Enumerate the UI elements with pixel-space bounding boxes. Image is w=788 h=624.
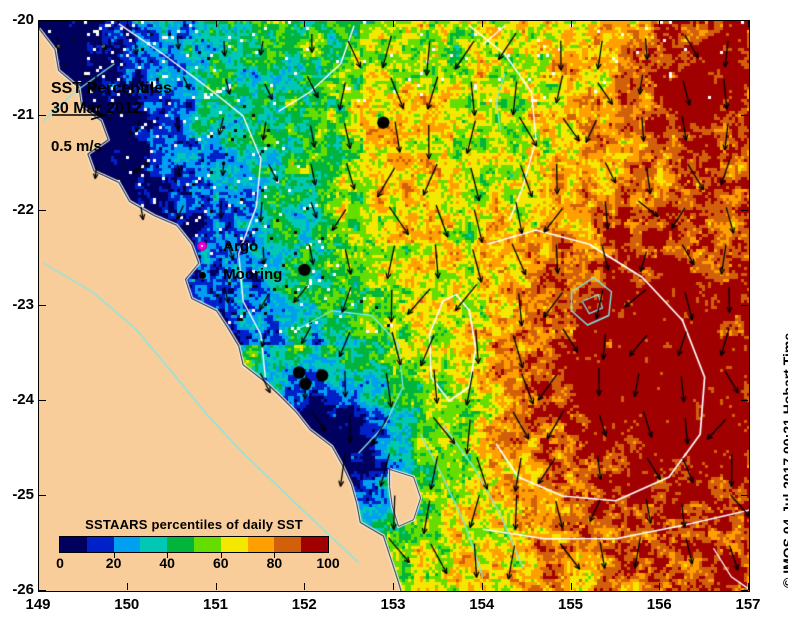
colorbar-tick-60: 60 <box>213 555 229 571</box>
credit-text: © IMOS 04-Jul-2017 00:21 Hobart Time <box>780 332 788 588</box>
legend-item-mooring: Mooring <box>189 261 282 289</box>
point-legend: Argo Mooring <box>189 233 282 289</box>
colorbar-band-4 <box>167 537 194 552</box>
x-axis-tickmark <box>393 583 394 590</box>
y-axis-tick--25: -25 <box>12 486 34 503</box>
colorbar-band-1 <box>86 537 114 552</box>
x-axis-tickmark-top <box>748 20 749 27</box>
colorbar-tick-labels: 0 20 40 60 80 100 <box>56 553 340 572</box>
x-axis-tickmark-top <box>570 20 572 27</box>
y-axis-tickmark <box>39 20 46 21</box>
y-axis-tick--22: -22 <box>12 201 34 218</box>
x-axis-tick-156: 156 <box>646 596 672 613</box>
y-axis-tickmark-right <box>741 20 748 21</box>
y-axis-tick--20: -20 <box>12 11 34 28</box>
x-axis-tickmark-top <box>304 20 306 27</box>
y-axis-tick--21: -21 <box>12 106 34 123</box>
colorbar-band-8 <box>274 537 302 552</box>
y-axis-tickmark-right <box>741 305 748 306</box>
legend-label-mooring: Mooring <box>223 266 283 284</box>
x-axis-tickmark-top <box>126 20 128 27</box>
colorbar-tick-0: 0 <box>56 555 64 571</box>
colorbar-band-0 <box>60 537 87 552</box>
colorbar-band-9 <box>301 537 328 552</box>
y-axis-tickmark <box>39 590 46 591</box>
x-axis-tick-150: 150 <box>114 596 140 613</box>
y-axis-tickmark-right <box>741 115 748 116</box>
x-axis-tick-151: 151 <box>202 596 229 613</box>
x-axis-tickmark-top <box>215 20 217 27</box>
colorbar-bands <box>59 536 329 553</box>
y-axis-tickmark <box>39 305 46 306</box>
x-axis-tickmark <box>215 583 217 590</box>
colorbar-band-2 <box>113 537 141 552</box>
y-axis-tickmark-right <box>741 400 748 401</box>
colorbar-tickmark <box>274 553 276 558</box>
credit-block: © IMOS 04-Jul-2017 00:21 Hobart Time <box>764 0 788 624</box>
x-axis-tickmark <box>126 583 128 590</box>
colorbar-band-3 <box>140 537 168 552</box>
colorbar-tick-40: 40 <box>159 555 175 571</box>
colorbar-band-5 <box>193 537 221 552</box>
x-axis-tickmark <box>38 583 39 590</box>
colorbar-band-7 <box>247 537 275 552</box>
colorbar-tickmark <box>113 553 115 558</box>
y-axis-tick--26: -26 <box>12 581 34 598</box>
x-axis-tick-149: 149 <box>25 596 51 613</box>
y-axis-tickmark-right <box>741 495 748 496</box>
right-arrow-icon <box>52 109 108 121</box>
colorbar-tick-80: 80 <box>266 555 283 571</box>
colorbar: SSTAARS percentiles of daily SST 0 20 40 60… <box>49 517 340 572</box>
y-axis-tick--24: -24 <box>12 391 34 408</box>
map-plot-area: SST Percentiles 30 Mar 2012 0.5 m/s Argo… <box>38 20 750 592</box>
map-title-block: SST Percentiles 30 Mar 2012 <box>51 79 172 119</box>
y-axis-tick--23: -23 <box>12 296 34 313</box>
x-axis-tickmark-top <box>481 20 483 27</box>
x-axis-tickmark <box>659 583 661 590</box>
colorbar-band-6 <box>220 537 248 552</box>
argo-circle-icon <box>189 233 215 261</box>
legend-label-argo: Argo <box>223 238 259 256</box>
y-axis-tickmark <box>39 115 46 116</box>
x-axis-tickmark <box>748 583 749 590</box>
x-axis-tickmark <box>304 583 306 590</box>
x-axis-tick-157: 157 <box>735 596 761 613</box>
y-axis-tickmark <box>39 495 46 496</box>
mooring-dot-icon <box>189 261 215 289</box>
y-axis-tickmark-right <box>741 590 748 591</box>
x-axis-tickmark-top <box>659 20 661 27</box>
x-axis-tick-152: 152 <box>291 596 317 613</box>
x-axis-tickmark <box>481 583 483 590</box>
x-axis-tickmark <box>570 583 572 590</box>
velocity-key-arrow <box>51 108 111 122</box>
x-axis-tickmark-top <box>38 20 39 27</box>
x-axis-tick-153: 153 <box>380 596 406 613</box>
x-axis-tick-154: 154 <box>469 596 495 613</box>
colorbar-tick-100: 100 <box>316 555 340 571</box>
colorbar-tickmark <box>220 553 222 558</box>
legend-item-argo: Argo <box>189 233 282 261</box>
colorbar-title: SSTAARS percentiles of daily SST <box>85 517 303 532</box>
velocity-key-label: 0.5 m/s <box>51 138 102 155</box>
x-axis-tick-155: 155 <box>557 596 584 613</box>
colorbar-tick-20: 20 <box>105 555 122 571</box>
y-axis-tickmark <box>39 210 46 211</box>
x-axis-tickmark-top <box>393 20 394 27</box>
map-title-line2: 30 Mar 2012 <box>51 100 142 117</box>
y-axis-tickmark <box>39 400 46 401</box>
colorbar-tickmark <box>167 553 169 558</box>
velocity-vector-overlay <box>39 21 749 591</box>
y-axis-tickmark-right <box>741 210 748 211</box>
map-title-line1: SST Percentiles <box>51 80 172 97</box>
